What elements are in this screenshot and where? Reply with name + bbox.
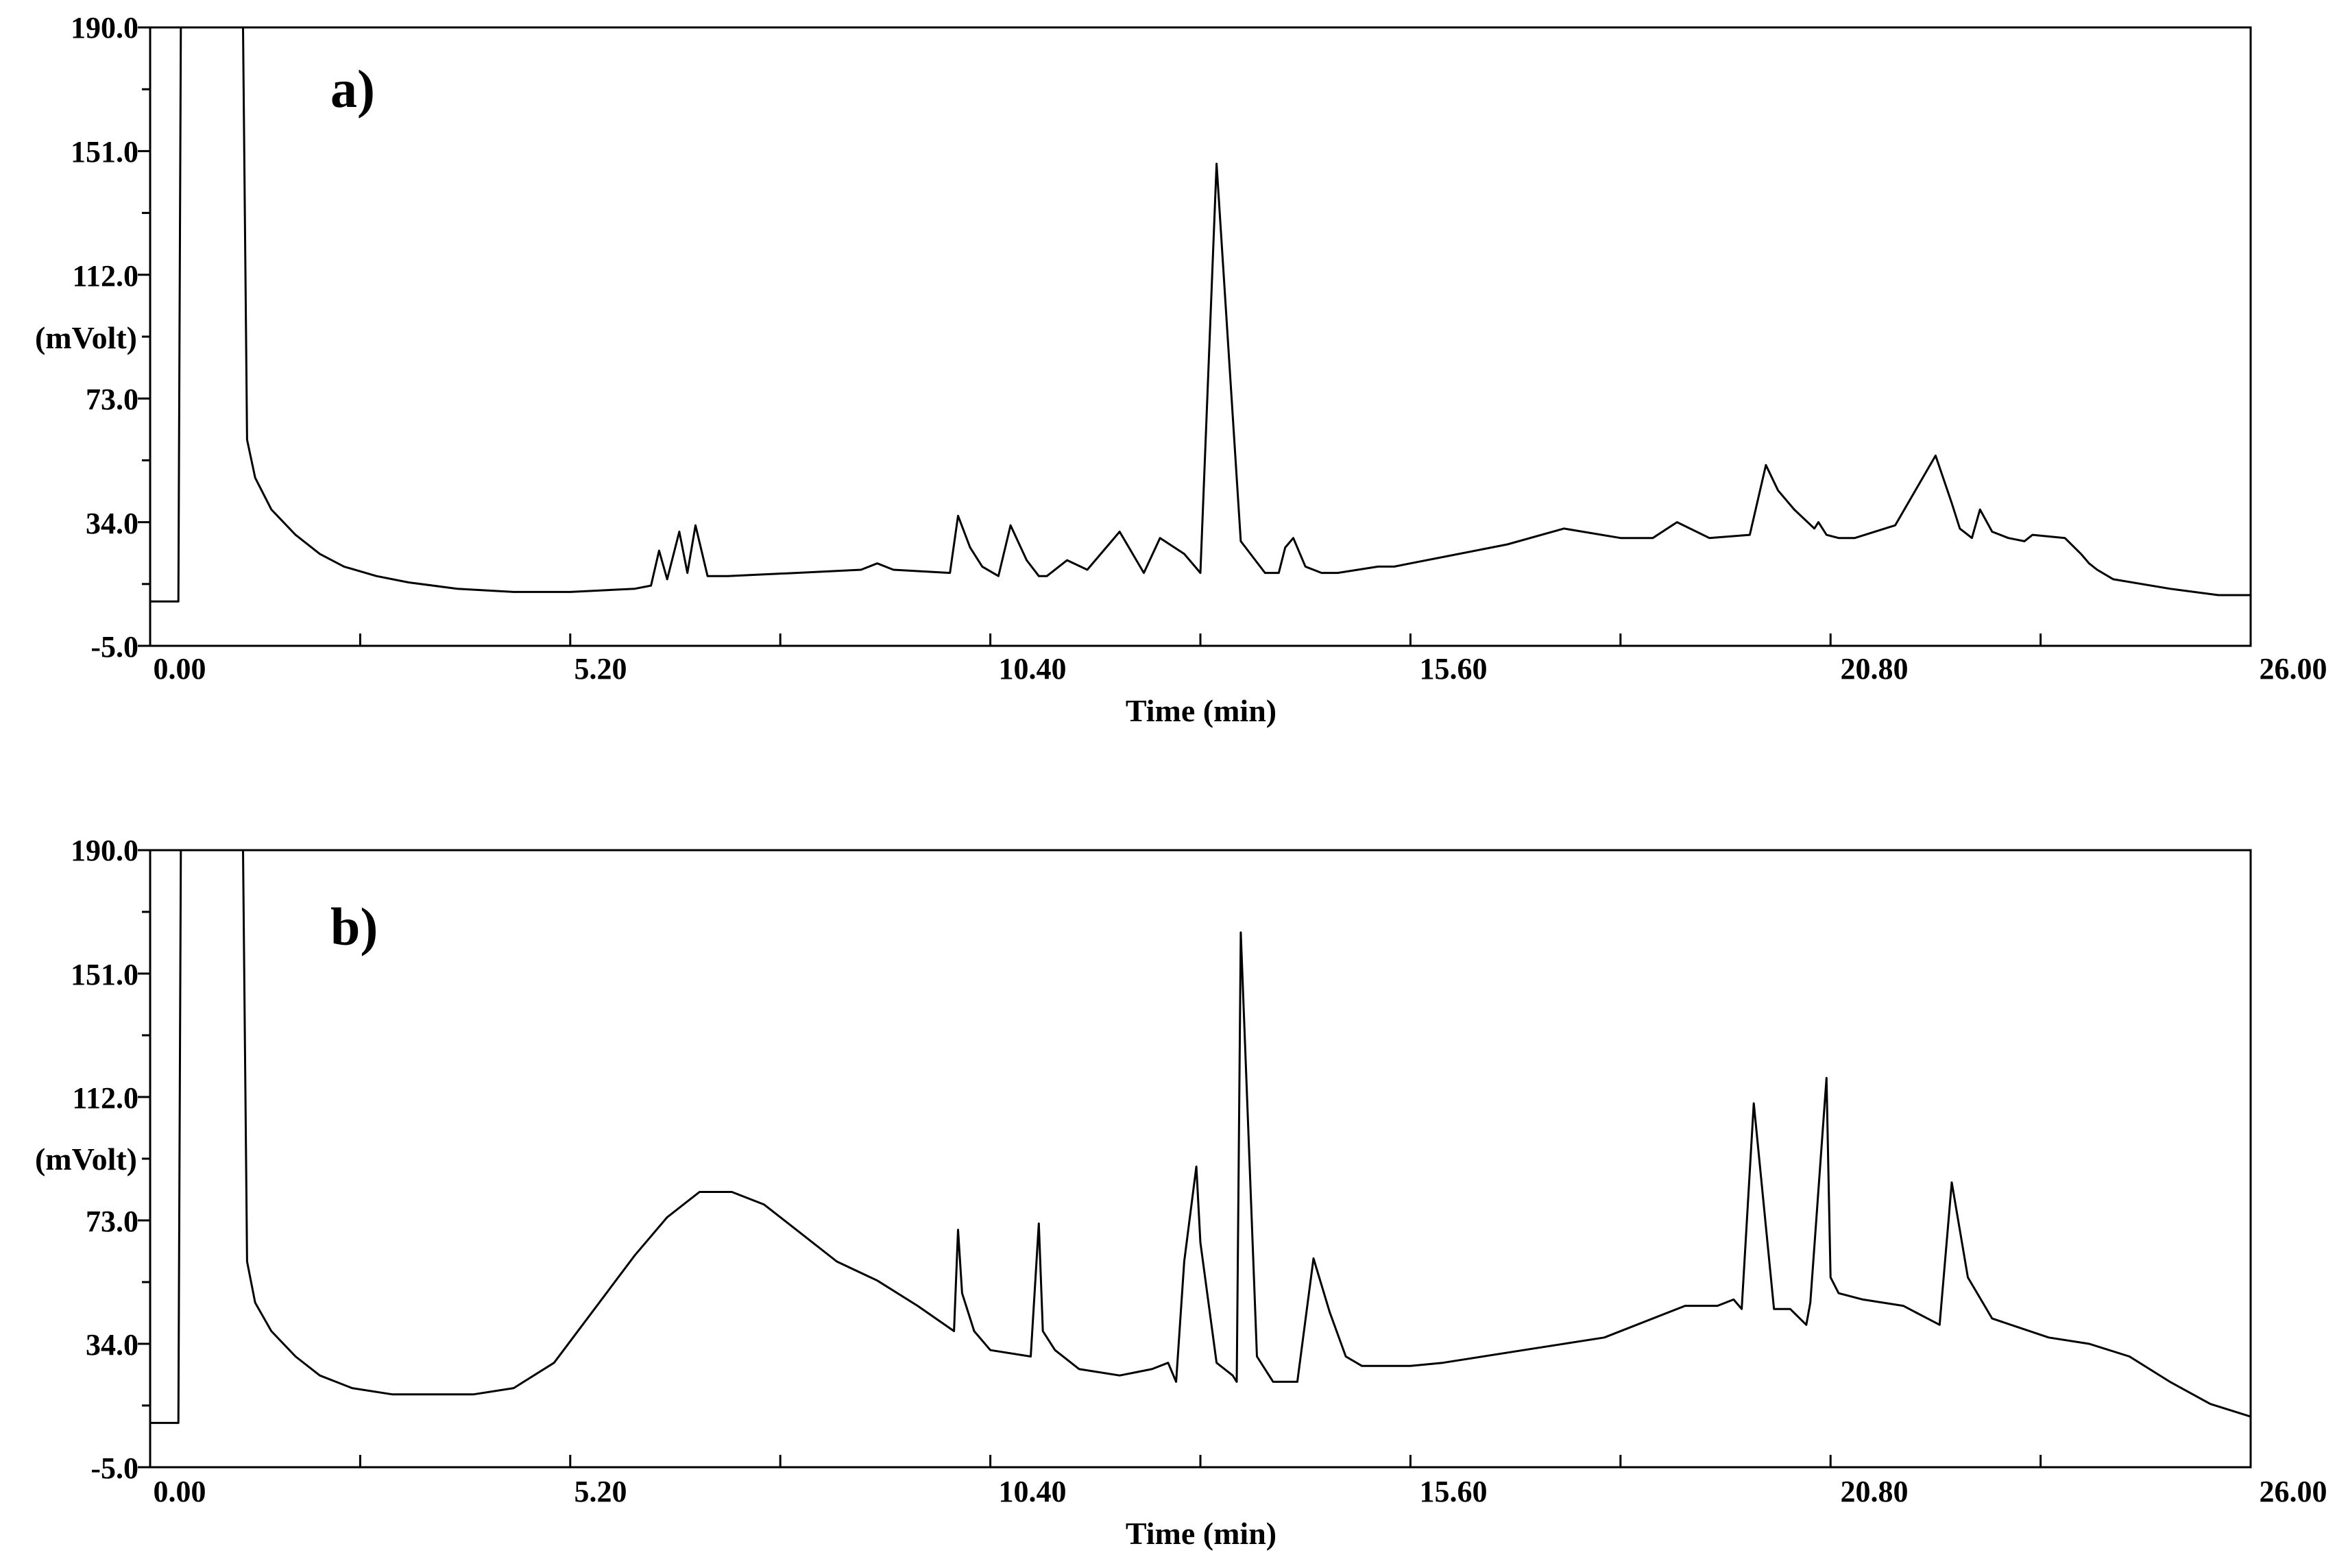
y-ticks-b (138, 849, 150, 1469)
chromatogram-trace-b (150, 849, 2251, 1424)
x-tick-label: 0.00 (154, 652, 206, 686)
x-tick-label: 20.80 (1841, 1475, 1909, 1508)
y-tick-label: -5.0 (90, 1451, 138, 1485)
panel-label-a: a) (330, 59, 375, 119)
x-tick-label: 15.60 (1420, 652, 1488, 686)
y-tick-label: 73.0 (86, 1205, 138, 1238)
y-tick-label: 112.0 (72, 259, 138, 293)
x-ticks-a (149, 634, 2252, 646)
chart-panel-a: 190.0 151.0 112.0 73.0 34.0 -5.0 (mVolt)… (35, 11, 2327, 728)
chart-panel-b: 190.0 151.0 112.0 73.0 34.0 -5.0 (mVolt)… (35, 834, 2327, 1551)
x-tick-label: 26.00 (2260, 1475, 2327, 1508)
y-tick-label: 34.0 (86, 507, 138, 540)
x-tick-label: 10.40 (999, 1475, 1067, 1508)
x-axis-label: Time (min) (1126, 693, 1276, 728)
panel-label-b: b) (330, 897, 378, 956)
y-axis-label: (mVolt) (35, 1142, 137, 1177)
x-tick-label: 0.00 (154, 1475, 206, 1508)
x-tick-label: 15.60 (1420, 1475, 1488, 1508)
y-tick-label: 34.0 (86, 1328, 138, 1362)
y-axis-label: (mVolt) (35, 320, 137, 355)
y-tick-label: 112.0 (72, 1081, 138, 1115)
x-tick-label: 10.40 (999, 652, 1067, 686)
x-tick-label: 5.20 (574, 652, 627, 686)
y-tick-label: -5.0 (90, 630, 138, 664)
y-ticks-a (138, 26, 150, 647)
y-tick-label: 151.0 (71, 135, 138, 169)
y-tick-label: 151.0 (71, 958, 138, 991)
x-tick-label: 5.20 (574, 1475, 627, 1508)
plot-frame-b (149, 849, 2252, 1469)
chromatogram-trace-a (150, 26, 2251, 603)
y-tick-label: 73.0 (86, 383, 138, 416)
y-tick-label: 190.0 (71, 11, 138, 45)
x-tick-label: 20.80 (1841, 652, 1909, 686)
x-axis-label: Time (min) (1126, 1516, 1276, 1551)
x-ticks-b (149, 1455, 2252, 1467)
y-tick-label: 190.0 (71, 834, 138, 867)
x-tick-label: 26.00 (2260, 652, 2327, 686)
